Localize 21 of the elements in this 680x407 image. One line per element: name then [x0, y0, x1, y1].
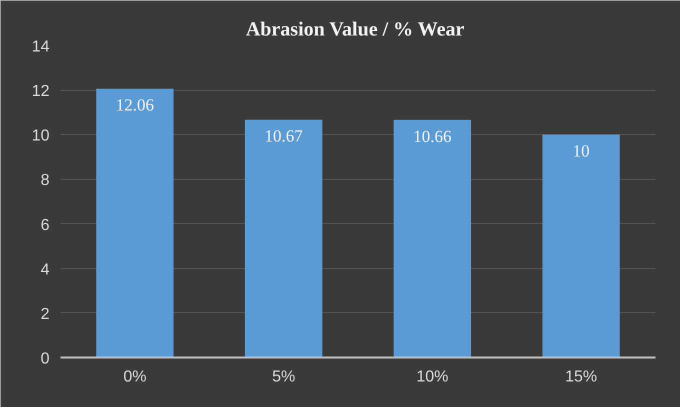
y-tick-label: 0	[40, 350, 50, 368]
y-tick-label: 2	[40, 306, 50, 323]
x-tick-label: 5%	[272, 368, 296, 386]
data-label: 10.67	[264, 126, 304, 146]
x-tick-label: 15%	[565, 368, 598, 386]
y-tick-label: 10	[32, 128, 50, 145]
data-label: 10	[572, 142, 590, 161]
chart-title: Abrasion Value / % Wear	[246, 18, 465, 40]
bar	[542, 134, 620, 358]
y-tick-label: 6	[40, 216, 50, 234]
bar	[394, 120, 472, 358]
y-tick-label: 14	[32, 38, 50, 56]
x-tick-label: 0%	[123, 368, 146, 386]
bar	[96, 88, 174, 358]
y-tick-label: 8	[40, 172, 50, 190]
data-label: 12.06	[116, 96, 154, 115]
x-tick-label: 10%	[416, 368, 448, 386]
y-tick-label: 4	[40, 261, 50, 278]
y-tick-label: 12	[32, 83, 50, 100]
bar	[244, 120, 322, 358]
data-label: 10.66	[413, 126, 452, 146]
